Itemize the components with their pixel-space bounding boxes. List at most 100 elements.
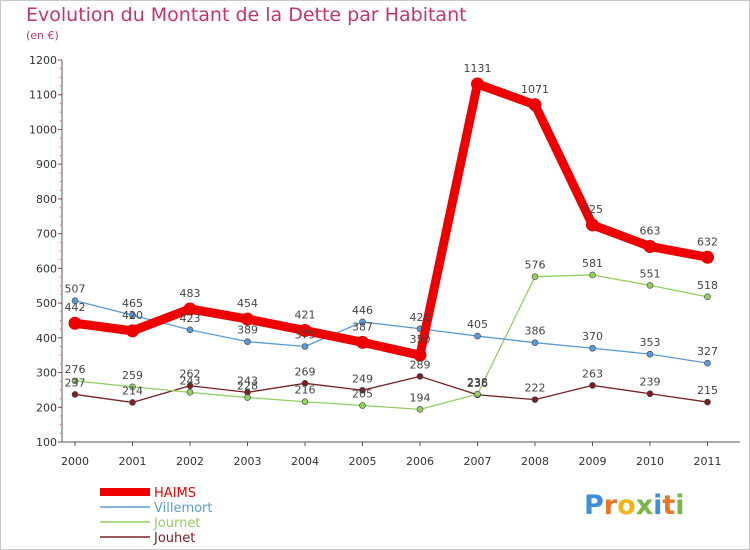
data-point (413, 348, 427, 362)
data-label: 237 (65, 376, 86, 389)
data-label: 243 (180, 374, 201, 387)
x-tick-label: 2004 (291, 455, 319, 468)
data-point (474, 390, 481, 398)
series-line-journet (74, 274, 709, 411)
data-label: 483 (180, 287, 201, 300)
data-label: 465 (122, 297, 143, 310)
y-tick-label: 900 (36, 158, 57, 171)
x-tick-label: 2001 (119, 455, 147, 468)
data-point (474, 332, 481, 340)
data-point (71, 391, 79, 398)
y-tick-label: 700 (36, 228, 57, 241)
logo-letter: x (635, 490, 654, 521)
data-point (704, 398, 711, 406)
series-line-jouhet (74, 375, 709, 404)
data-label: 551 (640, 267, 661, 280)
x-tick-label: 2006 (406, 455, 434, 468)
logo-letter: r (603, 490, 618, 521)
data-label: 215 (697, 384, 718, 397)
data-point (528, 98, 542, 112)
x-tick-label: 2003 (234, 455, 262, 468)
x-tick-label: 2010 (636, 455, 664, 468)
data-point (359, 318, 366, 326)
data-label: 426 (410, 311, 431, 324)
x-tick-label: 2007 (464, 455, 492, 468)
chart-title: Evolution du Montant de la Dette par Hab… (26, 4, 467, 26)
data-point (186, 389, 194, 396)
data-label: 263 (582, 367, 603, 380)
data-label: 576 (525, 259, 546, 272)
data-label: 222 (525, 382, 546, 395)
y-tick-label: 100 (36, 436, 57, 449)
data-label: 389 (237, 324, 258, 337)
data-point (186, 382, 194, 390)
proxiti-logo: Proxiti (584, 490, 685, 521)
data-label: 262 (180, 368, 201, 381)
data-label: 327 (697, 345, 718, 358)
data-label: 518 (697, 279, 718, 292)
data-label: 259 (122, 369, 143, 382)
logo-letter: o (617, 490, 636, 521)
data-point (241, 312, 254, 326)
data-point (359, 402, 366, 409)
y-tick-label: 600 (36, 262, 57, 275)
y-tick-label: 800 (36, 193, 57, 206)
data-point (646, 282, 654, 289)
data-label: 214 (122, 384, 143, 397)
data-label: 216 (295, 384, 316, 397)
logo-letter: P (584, 490, 604, 521)
data-point (298, 324, 312, 338)
data-point (646, 350, 654, 358)
y-tick-label: 1000 (29, 123, 57, 136)
series-layer (68, 77, 714, 413)
data-point (68, 316, 82, 330)
data-label: 420 (122, 309, 143, 322)
data-point (301, 380, 309, 387)
data-label: 446 (352, 304, 373, 317)
data-label: 249 (352, 372, 373, 385)
data-point (646, 390, 654, 398)
data-point (416, 373, 424, 380)
data-label: 454 (237, 297, 258, 310)
x-tick-label: 2002 (176, 455, 204, 468)
data-label: 353 (640, 336, 661, 349)
series-line-villemort (74, 300, 709, 364)
data-point (183, 302, 197, 316)
data-point (244, 394, 251, 401)
logo-letter: i (675, 490, 685, 521)
data-point (186, 326, 194, 334)
legend-label: Journet (153, 516, 200, 531)
data-point (531, 339, 539, 346)
data-label: 238 (467, 376, 488, 389)
data-point (531, 273, 539, 280)
y-tick-label: 400 (36, 332, 57, 345)
x-tick-label: 2000 (61, 455, 89, 468)
data-label: 405 (467, 318, 488, 331)
data-point (301, 398, 309, 406)
legend-label: Villemort (154, 501, 213, 516)
y-tick-label: 500 (36, 297, 57, 310)
x-tick-label: 2008 (521, 455, 549, 468)
data-label: 239 (640, 376, 661, 389)
data-point (129, 311, 136, 319)
data-label: 269 (295, 365, 316, 378)
data-point (244, 338, 251, 345)
data-point (586, 218, 599, 232)
data-label: 236 (467, 377, 488, 390)
series-line-haims (70, 79, 712, 360)
data-point (589, 344, 596, 352)
data-label: 581 (582, 257, 603, 270)
data-label: 370 (582, 330, 603, 343)
data-point (71, 297, 79, 304)
y-tick-label: 300 (36, 367, 57, 380)
data-point (471, 77, 484, 91)
data-point (643, 239, 657, 253)
data-point (589, 382, 596, 389)
legend-label: Jouhet (153, 531, 195, 546)
data-label: 243 (237, 374, 258, 387)
data-label: 205 (352, 388, 373, 401)
